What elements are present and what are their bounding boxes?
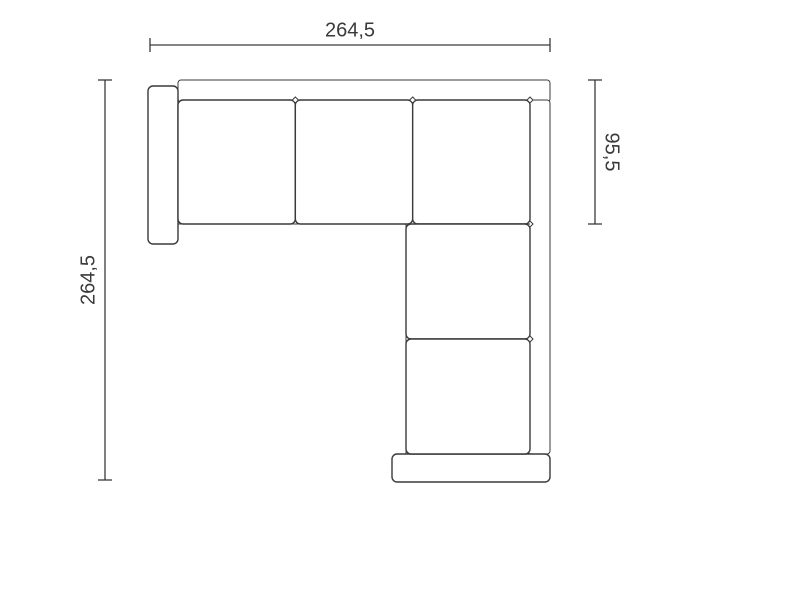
back-cushion-top [178, 80, 550, 102]
dim-right-label: 95,5 [601, 133, 623, 172]
armrest-bottom [392, 454, 550, 482]
armrest-left [148, 86, 178, 244]
seat-h-0 [178, 100, 295, 224]
dim-top-label: 264,5 [325, 19, 375, 41]
seat-v-1 [406, 339, 530, 454]
seat-v-0 [406, 224, 530, 339]
back-cushion-right [528, 100, 550, 454]
seat-h-2 [413, 100, 530, 224]
seat-h-1 [295, 100, 412, 224]
dim-left-label: 264,5 [77, 255, 99, 305]
